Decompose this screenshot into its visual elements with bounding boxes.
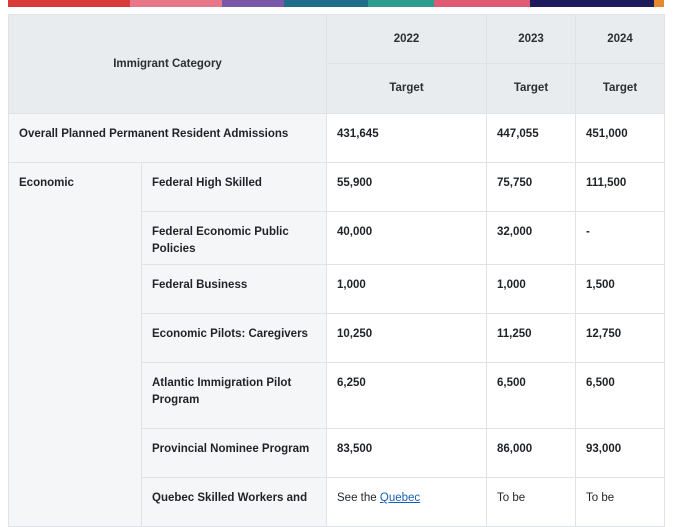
cell-value: 6,500 bbox=[575, 362, 666, 429]
table-row: Economic Federal High Skilled 55,900 75,… bbox=[8, 162, 666, 527]
row-label: Federal Economic Public Policies bbox=[140, 211, 328, 265]
cell-value: 111,500 bbox=[575, 162, 666, 212]
row-label-quebec: Quebec Skilled Workers and bbox=[140, 477, 328, 527]
header-immigrant-category: Immigrant Category bbox=[7, 14, 328, 114]
cell-overall-2023: 447,055 bbox=[486, 113, 577, 163]
header-year-2024: 2024 bbox=[575, 14, 666, 64]
header-target-2023: Target bbox=[486, 63, 577, 114]
cell-value: 83,500 bbox=[326, 428, 488, 478]
row-label: Federal High Skilled bbox=[140, 162, 328, 212]
cell-value: 10,250 bbox=[326, 313, 488, 363]
row-label-overall: Overall Planned Permanent Resident Admis… bbox=[7, 113, 328, 163]
quebec-2022-prefix: See the bbox=[337, 492, 377, 504]
cell-value: 40,000 bbox=[326, 211, 488, 265]
cell-value: 75,750 bbox=[486, 162, 577, 212]
row-label: Provincial Nominee Program bbox=[140, 428, 328, 478]
top-color-stripe bbox=[8, 0, 664, 7]
table-row: Federal Business 1,000 1,000 1,500 bbox=[9, 264, 666, 314]
cell-value: - bbox=[575, 211, 666, 265]
table-row: Provincial Nominee Program 83,500 86,000… bbox=[9, 428, 666, 478]
table-row: Overall Planned Permanent Resident Admis… bbox=[7, 113, 666, 163]
cell-overall-2022: 431,645 bbox=[326, 113, 488, 163]
stripe-segment bbox=[130, 0, 222, 7]
stripe-segment bbox=[8, 0, 130, 7]
header-year-2022: 2022 bbox=[326, 14, 488, 64]
cell-quebec-2022: See the Quebec bbox=[326, 477, 488, 527]
cell-value: 1,000 bbox=[326, 264, 488, 314]
cell-value: 12,750 bbox=[575, 313, 666, 363]
cell-value: 55,900 bbox=[326, 162, 488, 212]
row-label: Federal Business bbox=[140, 264, 328, 314]
row-group-economic: Economic bbox=[8, 162, 142, 527]
table-row: Atlantic Immigration Pilot Program 6,250… bbox=[9, 362, 666, 429]
cell-value: 32,000 bbox=[486, 211, 577, 265]
stripe-segment bbox=[434, 0, 530, 7]
cell-overall-2024: 451,000 bbox=[575, 113, 666, 163]
cell-value: 86,000 bbox=[486, 428, 577, 478]
header-target-2024: Target bbox=[575, 63, 666, 114]
header-target-2022: Target bbox=[326, 63, 488, 114]
stripe-segment bbox=[222, 0, 284, 7]
immigration-levels-table: Immigrant Category 2022 2023 2024 Target… bbox=[7, 14, 666, 527]
stripe-segment bbox=[284, 0, 368, 7]
stripe-segment bbox=[530, 0, 654, 7]
row-label: Atlantic Immigration Pilot Program bbox=[140, 362, 328, 429]
stripe-segment bbox=[654, 0, 664, 7]
cell-value: 1,500 bbox=[575, 264, 666, 314]
row-label: Economic Pilots: Caregivers bbox=[140, 313, 328, 363]
header-year-2023: 2023 bbox=[486, 14, 577, 64]
cell-value: 11,250 bbox=[486, 313, 577, 363]
cell-value: 1,000 bbox=[486, 264, 577, 314]
cell-quebec-2024: To be bbox=[575, 477, 666, 527]
immigration-levels-table-container: Immigrant Category 2022 2023 2024 Target… bbox=[7, 14, 666, 527]
table-row: Federal Economic Public Policies 40,000 … bbox=[9, 211, 666, 265]
cell-value: 93,000 bbox=[575, 428, 666, 478]
cell-value: 6,250 bbox=[326, 362, 488, 429]
cell-quebec-2023: To be bbox=[486, 477, 577, 527]
quebec-link[interactable]: Quebec bbox=[379, 492, 421, 504]
cell-value: 6,500 bbox=[486, 362, 577, 429]
stripe-segment bbox=[368, 0, 434, 7]
